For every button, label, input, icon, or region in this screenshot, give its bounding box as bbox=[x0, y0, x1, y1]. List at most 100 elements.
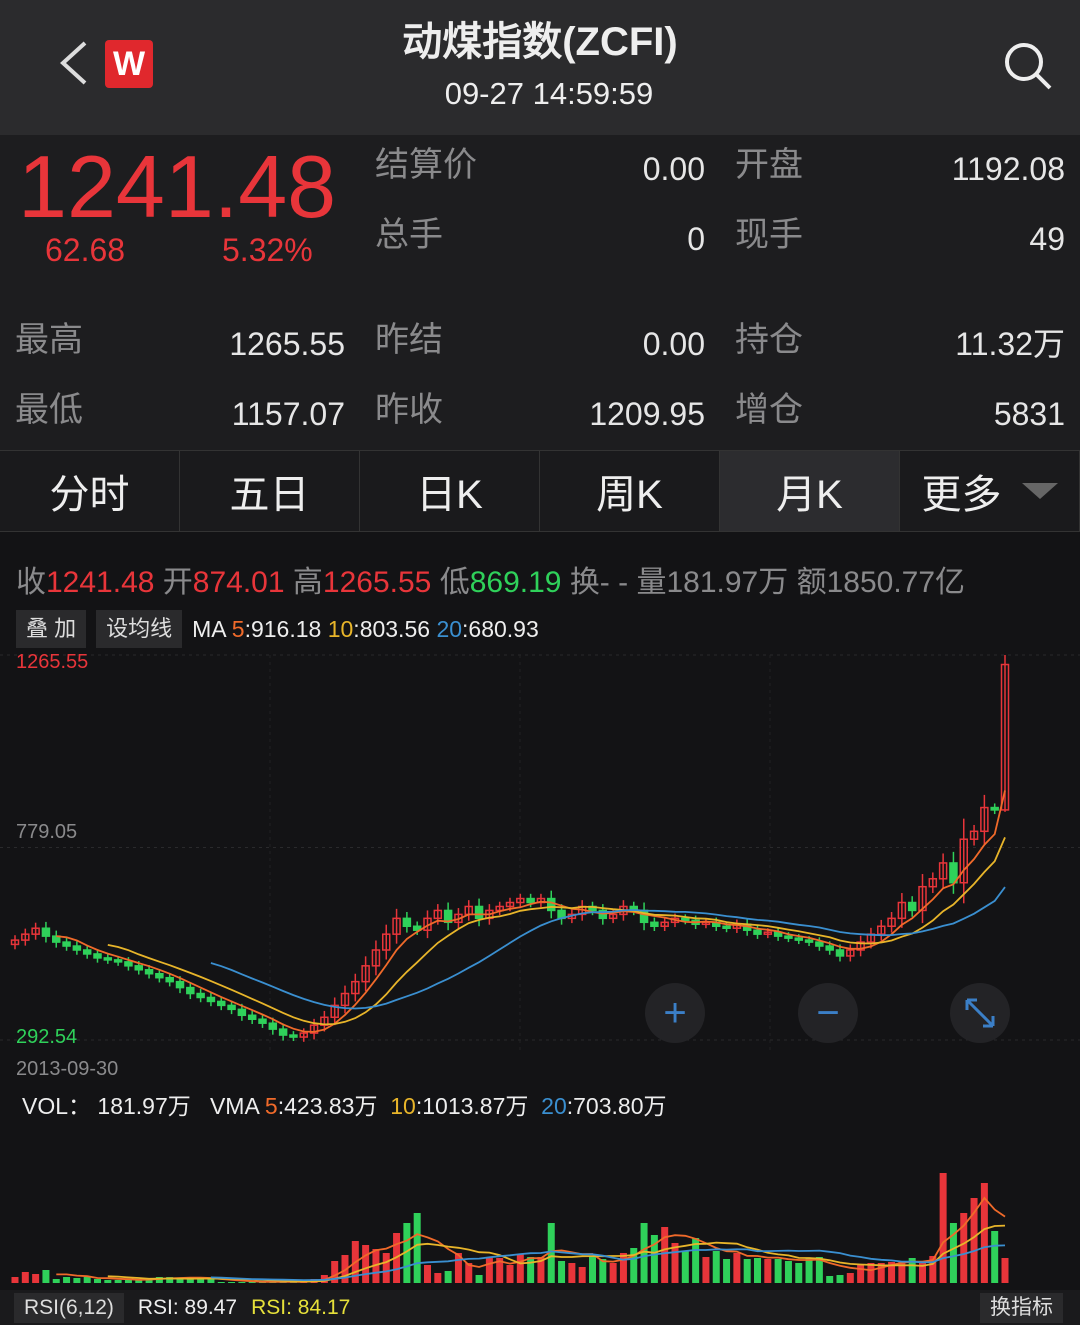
candle-body bbox=[897, 901, 907, 920]
candle-body bbox=[1000, 663, 1010, 811]
search-icon[interactable] bbox=[1002, 40, 1054, 97]
volume-bar bbox=[527, 1257, 535, 1283]
volume-bar bbox=[980, 1183, 988, 1283]
vma10-period: 10 bbox=[390, 1093, 416, 1119]
candle-body bbox=[887, 917, 896, 928]
candle-body bbox=[247, 1014, 257, 1020]
price-change-pct: 5.32% bbox=[222, 232, 313, 268]
volume-bar bbox=[589, 1256, 596, 1283]
candle-body bbox=[124, 961, 133, 967]
candle-body bbox=[268, 1022, 278, 1030]
candle-body bbox=[237, 1008, 247, 1017]
candle-body bbox=[351, 980, 360, 995]
volume-bar bbox=[795, 1263, 803, 1283]
candle-body bbox=[846, 949, 855, 957]
candle-body bbox=[134, 965, 143, 971]
candle-summary: 收1241.48 开874.01 高1265.55 低869.19 换- - 量… bbox=[16, 565, 965, 601]
volume-bar bbox=[774, 1259, 782, 1283]
candle-body bbox=[340, 992, 350, 1007]
candle-body bbox=[155, 972, 164, 979]
candle-body bbox=[980, 806, 989, 833]
volume-bar bbox=[547, 1223, 555, 1283]
overlay-button[interactable]: 叠 加 bbox=[16, 610, 87, 648]
back-icon[interactable] bbox=[55, 38, 95, 88]
candle-body bbox=[681, 917, 690, 922]
low-label: 低 bbox=[439, 566, 470, 599]
candle-body bbox=[309, 1024, 319, 1034]
turnover: 换- - bbox=[569, 566, 629, 599]
set-ma-button[interactable]: 设均线 bbox=[96, 610, 183, 648]
zoom-in-button[interactable]: + bbox=[645, 983, 705, 1043]
volume-bar bbox=[341, 1255, 349, 1283]
quote-field-label: 结算价 bbox=[375, 146, 477, 184]
volume-chart[interactable] bbox=[0, 1130, 1080, 1290]
volume-bar bbox=[743, 1259, 751, 1283]
tab-4[interactable]: 月K bbox=[720, 451, 900, 531]
volume-bar bbox=[784, 1261, 792, 1283]
volume-bar bbox=[485, 1257, 493, 1283]
tab-2[interactable]: 日K bbox=[360, 451, 540, 531]
zoom-out-button[interactable]: − bbox=[798, 983, 858, 1043]
volume-bar bbox=[1001, 1258, 1009, 1283]
close-label: 收 bbox=[16, 566, 46, 599]
vma20-period: 20 bbox=[541, 1093, 567, 1119]
candlestick-chart[interactable] bbox=[0, 640, 1080, 1090]
candle-body bbox=[330, 1004, 339, 1019]
tab-0[interactable]: 分时 bbox=[0, 451, 180, 531]
candle-body bbox=[412, 925, 422, 931]
volume-bar bbox=[506, 1265, 514, 1283]
candle-body bbox=[763, 931, 773, 935]
tab-3[interactable]: 周K bbox=[540, 451, 720, 531]
y-max-label: 1265.55 bbox=[16, 651, 89, 673]
volume-bar bbox=[424, 1265, 431, 1283]
tab-1[interactable]: 五日 bbox=[180, 451, 360, 531]
rsi12-value: RSI: 84.17 bbox=[251, 1296, 351, 1319]
volume-bar bbox=[362, 1245, 370, 1283]
minus-icon: − bbox=[816, 990, 840, 1035]
open-value: 874.01 bbox=[192, 566, 285, 599]
volume-bar bbox=[826, 1276, 834, 1283]
ma10-line bbox=[107, 837, 1006, 1026]
high-value: 1265.55 bbox=[322, 566, 432, 599]
volume-bar bbox=[867, 1263, 875, 1283]
candle-body bbox=[907, 901, 917, 912]
volume-bar bbox=[63, 1277, 71, 1283]
candle-body bbox=[804, 939, 814, 943]
volume-bar bbox=[846, 1273, 854, 1283]
candle-body bbox=[175, 980, 185, 989]
candle-body bbox=[918, 885, 927, 912]
rsi-params-button[interactable]: RSI(6,12) bbox=[14, 1293, 124, 1323]
volume-bar bbox=[619, 1253, 627, 1283]
quote-field-label: 增仓 bbox=[735, 391, 803, 429]
volume-bar bbox=[94, 1279, 101, 1283]
tab-label: 日K bbox=[416, 473, 483, 517]
volume-bar bbox=[960, 1213, 968, 1283]
volume-bar bbox=[382, 1253, 390, 1283]
switch-indicator-button[interactable]: 换指标 bbox=[980, 1293, 1063, 1323]
quote-field-value: 1192.08 bbox=[951, 151, 1065, 187]
volume-bar bbox=[42, 1270, 50, 1283]
ma10-value: 803.56 bbox=[359, 616, 431, 642]
vol-legend: VOL： 181.97万 VMA 5:423.83万 10:1013.87万 2… bbox=[22, 1093, 667, 1119]
candle-body bbox=[165, 976, 174, 983]
volume-bar bbox=[11, 1277, 19, 1283]
close-value: 1241.48 bbox=[46, 566, 155, 599]
tab-5[interactable]: 更多 bbox=[900, 451, 1080, 531]
fullscreen-button[interactable] bbox=[950, 983, 1010, 1043]
volume-bar bbox=[640, 1223, 648, 1283]
volume-bar bbox=[723, 1259, 731, 1283]
volume-bar bbox=[599, 1259, 607, 1283]
candle-body bbox=[196, 992, 205, 999]
candle-body bbox=[928, 878, 938, 888]
volume-bar bbox=[578, 1267, 586, 1283]
ma-row: 叠 加 设均线 MA 5:916.18 10:803.56 20:680.93 bbox=[16, 610, 539, 648]
tab-label: 分时 bbox=[49, 473, 130, 517]
candle-body bbox=[402, 917, 412, 928]
y-mid-label: 779.05 bbox=[16, 821, 78, 843]
candle-body bbox=[289, 1034, 298, 1038]
volume-bar bbox=[970, 1198, 978, 1283]
price-change: 62.68 bbox=[45, 232, 126, 268]
volume-bar bbox=[661, 1227, 669, 1283]
ma20-value: 680.93 bbox=[468, 616, 539, 642]
volume-bar bbox=[815, 1257, 823, 1283]
